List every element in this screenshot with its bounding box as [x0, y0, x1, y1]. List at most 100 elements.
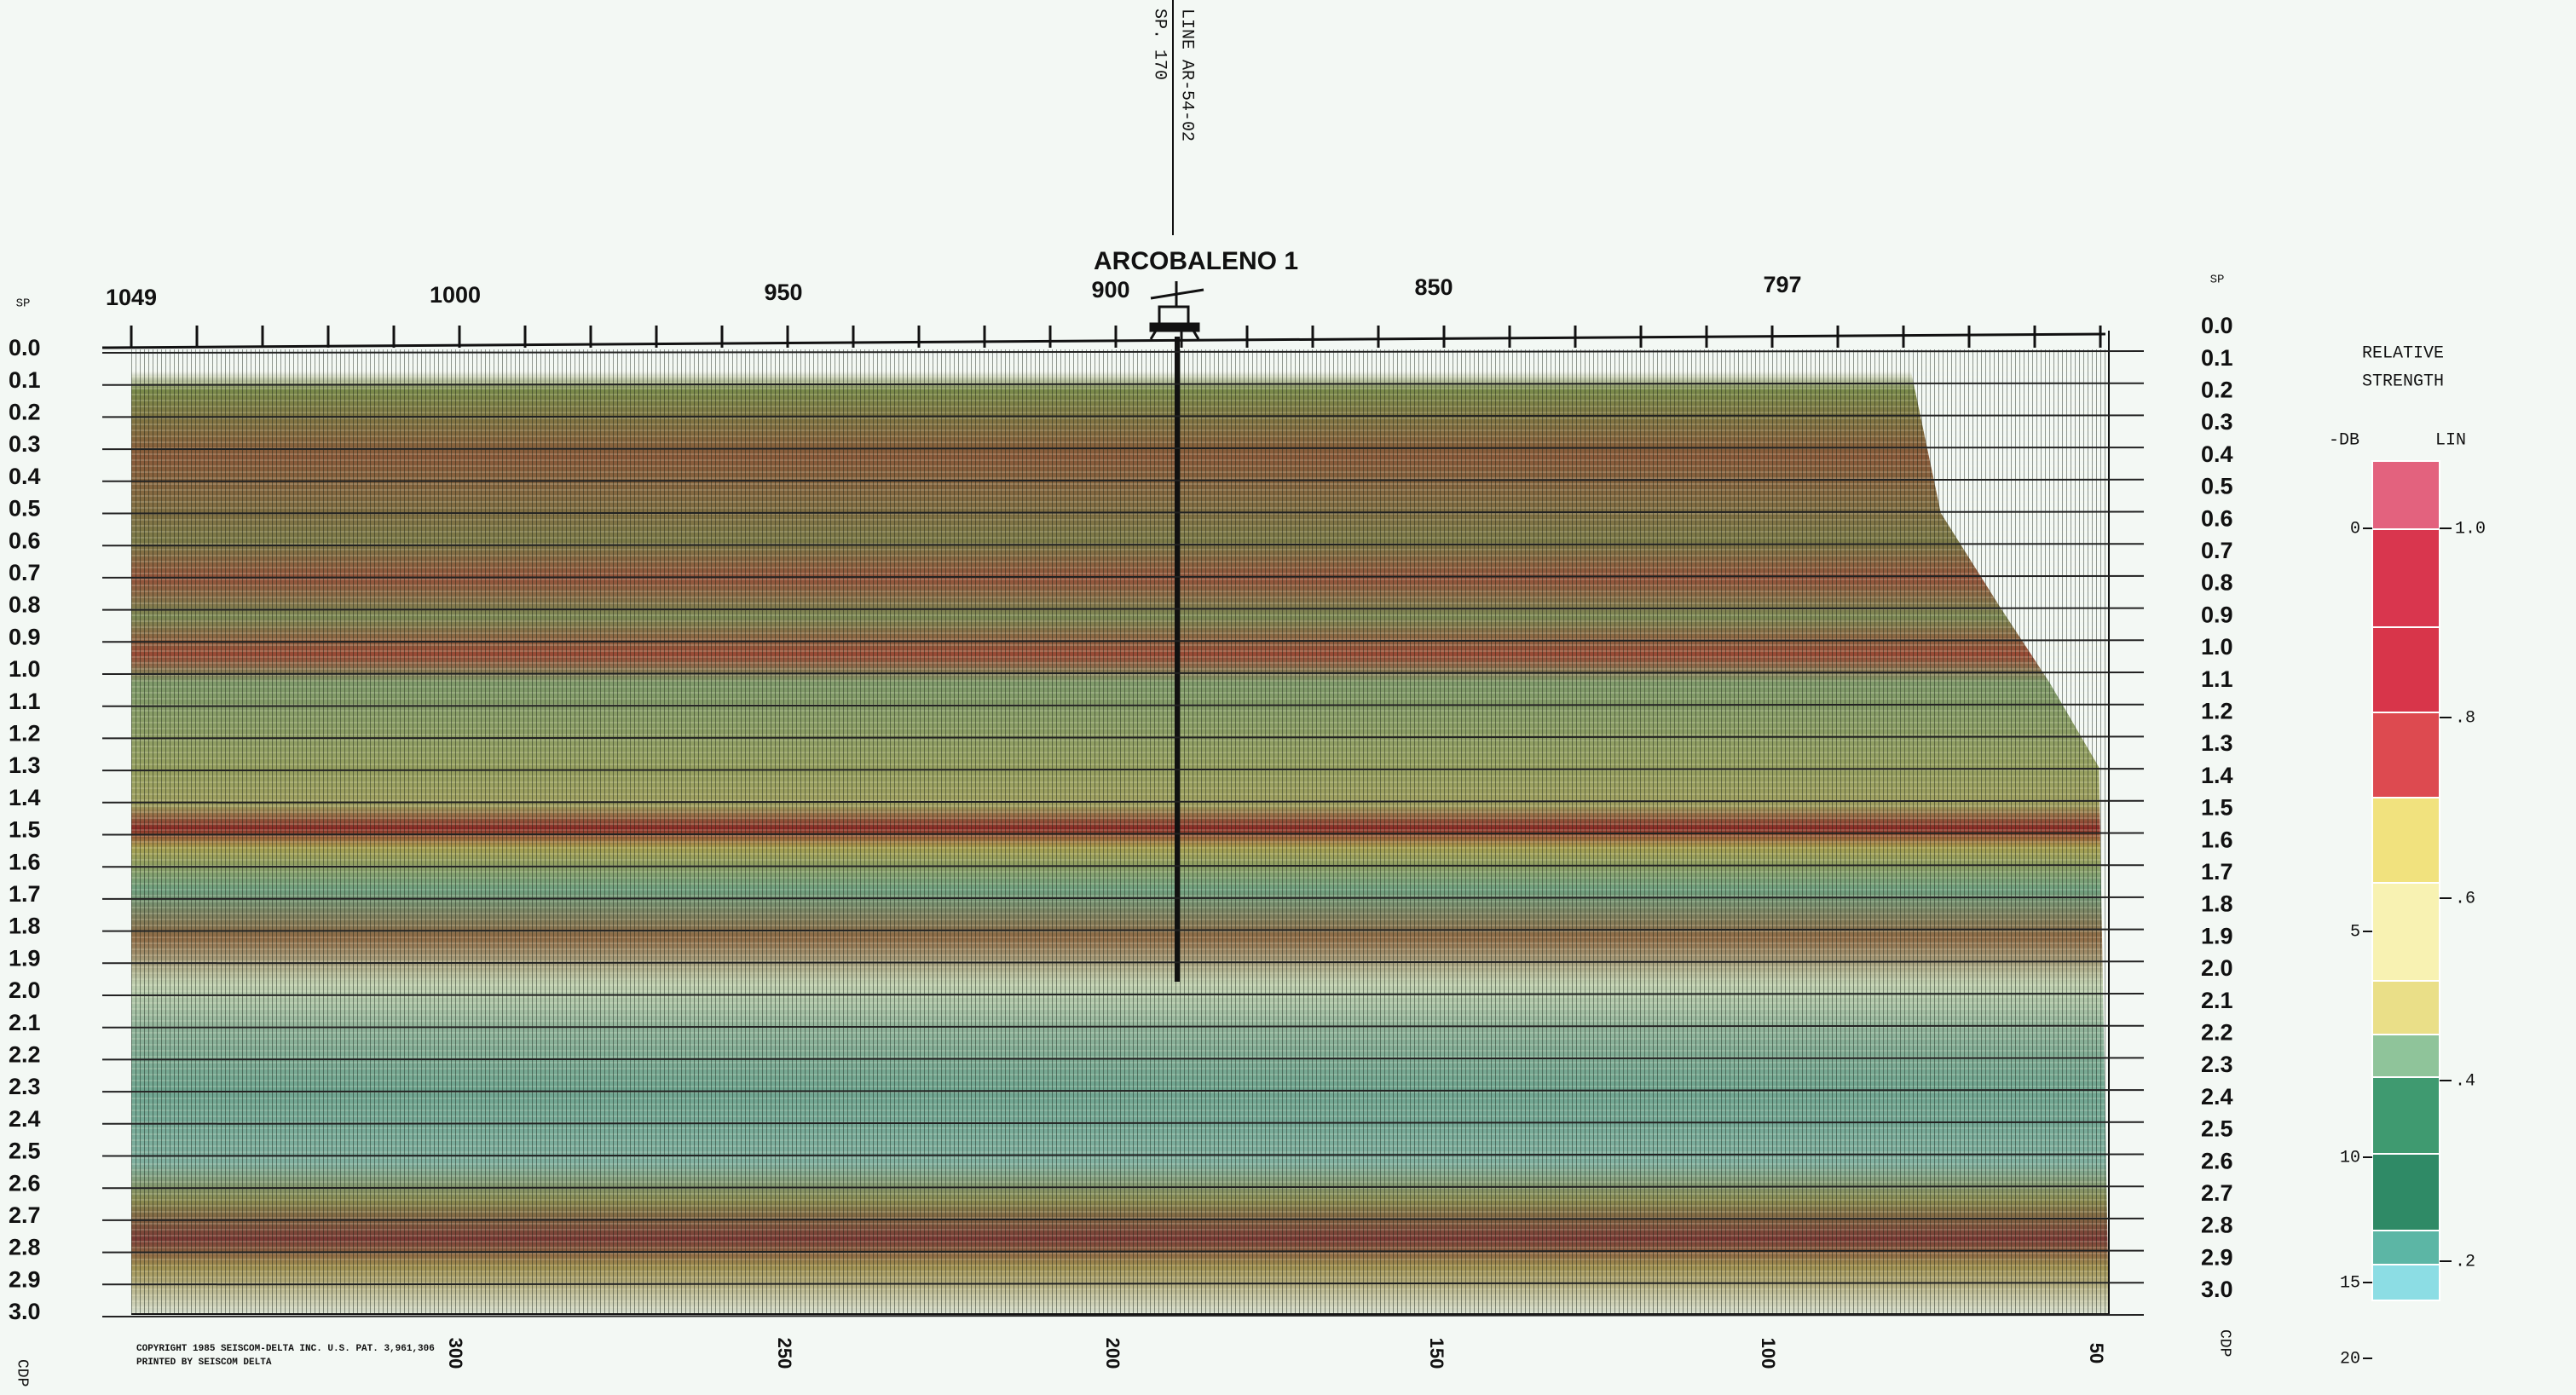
time-label-left: 2.0: [9, 977, 41, 1003]
cdp-label: 100: [1758, 1338, 1779, 1369]
sp-label: 1049: [106, 285, 157, 310]
cdp-label: 250: [774, 1338, 795, 1369]
timing-line: [101, 832, 2145, 836]
timing-line: [101, 510, 2145, 515]
time-label-right: 2.8: [2201, 1213, 2233, 1238]
time-label-right: 0.8: [2201, 570, 2233, 596]
time-label-left: 1.8: [9, 914, 41, 939]
time-label-right: 1.6: [2201, 827, 2233, 852]
time-label-right: 1.8: [2201, 891, 2233, 917]
timing-line: [101, 574, 2145, 579]
timing-line: [101, 993, 2145, 996]
time-label-left: 3.0: [9, 1299, 41, 1324]
sp-label: 850: [1414, 274, 1453, 300]
timing-line: [101, 928, 2145, 932]
time-label-right: 0.7: [2201, 538, 2233, 563]
cdp-label: 150: [1426, 1338, 1447, 1369]
timing-line: [101, 1153, 2145, 1157]
timing-line: [101, 1121, 2145, 1125]
time-label-left: 2.2: [9, 1042, 41, 1068]
time-label-right: 1.3: [2201, 730, 2233, 756]
time-label-left: 2.7: [9, 1202, 41, 1228]
time-label-right: 2.1: [2201, 988, 2233, 1013]
time-label-right: 1.4: [2201, 763, 2233, 788]
time-label-right: 2.2: [2201, 1020, 2233, 1046]
time-label-left: 0.0: [9, 335, 41, 360]
timing-line: [101, 864, 2145, 868]
timing-line: [101, 735, 2145, 740]
time-label-right: 0.0: [2201, 313, 2233, 338]
timing-line: [101, 414, 2145, 418]
sp-label: 1000: [430, 282, 481, 308]
time-label-left: 0.9: [9, 624, 41, 649]
timing-line: [101, 543, 2145, 547]
legend-colorbar: [2371, 460, 2440, 1301]
time-label-right: 0.6: [2201, 505, 2233, 531]
cdp-label: 300: [445, 1338, 466, 1369]
time-label-left: 1.7: [9, 881, 41, 907]
timing-line: [101, 382, 2145, 386]
timing-line: [101, 672, 2145, 675]
timing-line: [101, 768, 2145, 772]
time-label-left: 2.1: [9, 1010, 41, 1035]
legend-lin-label: .4: [2455, 1071, 2475, 1091]
sp-label: SP. 170: [1150, 9, 1170, 80]
cdp-label: 50: [2086, 1343, 2107, 1363]
time-label-right: 0.1: [2201, 345, 2233, 371]
time-label-left: 2.3: [9, 1074, 41, 1099]
seismic-section: [131, 372, 2109, 1314]
timing-line: [101, 1185, 2145, 1190]
seismic-traces: [131, 349, 2109, 1314]
time-label-left: 0.3: [9, 431, 41, 457]
time-label-right: 2.3: [2201, 1052, 2233, 1077]
legend-title: STRENGTH: [2362, 372, 2444, 391]
line-label: LINE AR-54-02: [1177, 9, 1197, 141]
time-label-left: 2.4: [9, 1106, 41, 1132]
timing-line: [101, 1249, 2145, 1254]
time-label-left: 0.2: [9, 400, 41, 425]
timing-line: [101, 1024, 2145, 1029]
time-label-right: 1.1: [2201, 666, 2233, 692]
time-label-right: 1.5: [2201, 795, 2233, 821]
legend-title: RELATIVE: [2362, 343, 2444, 363]
timing-line: [101, 607, 2145, 611]
timing-line: [101, 478, 2145, 482]
time-label-left: 2.6: [9, 1170, 41, 1196]
time-label-left: 0.5: [9, 496, 41, 522]
well-name: ARCOBALENO 1: [1094, 247, 1298, 275]
time-label-right: 2.0: [2201, 955, 2233, 981]
sp-title-left: SP: [16, 297, 31, 311]
sp-label: 797: [1763, 272, 1801, 297]
time-label-right: 0.3: [2201, 409, 2233, 435]
legend-lin-label: 1.0: [2455, 519, 2486, 539]
legend-lin-label: .2: [2455, 1252, 2475, 1271]
time-label-right: 0.9: [2201, 602, 2233, 627]
timing-line: [101, 799, 2145, 804]
legend-db-label: 5: [2350, 922, 2360, 942]
time-label-left: 1.4: [9, 785, 41, 810]
time-label-right: 2.4: [2201, 1084, 2233, 1110]
time-label-left: 0.6: [9, 527, 41, 553]
time-label-left: 1.1: [9, 689, 41, 714]
legend-lin-label: .8: [2455, 708, 2475, 728]
time-label-left: 0.8: [9, 592, 41, 618]
time-label-left: 1.6: [9, 849, 41, 874]
timing-line: [101, 1282, 2145, 1286]
legend-db-label: 15: [2340, 1273, 2360, 1293]
timing-line: [101, 447, 2145, 451]
time-label-right: 1.2: [2201, 699, 2233, 724]
time-label-left: 0.4: [9, 464, 41, 489]
time-label-right: 0.2: [2201, 378, 2233, 403]
timing-line: [101, 703, 2145, 707]
cdp-label: 200: [1102, 1338, 1123, 1369]
time-label-right: 0.5: [2201, 474, 2233, 499]
legend-db-label: 0: [2350, 519, 2360, 539]
time-label-right: 3.0: [2201, 1277, 2233, 1302]
legend-lin-header: LIN: [2435, 430, 2466, 450]
time-label-right: 2.9: [2201, 1244, 2233, 1270]
platform-icon: [1149, 281, 1204, 340]
sp-label: 950: [764, 280, 802, 305]
copyright-line: PRINTED BY SEISCOM DELTA: [136, 1358, 272, 1368]
